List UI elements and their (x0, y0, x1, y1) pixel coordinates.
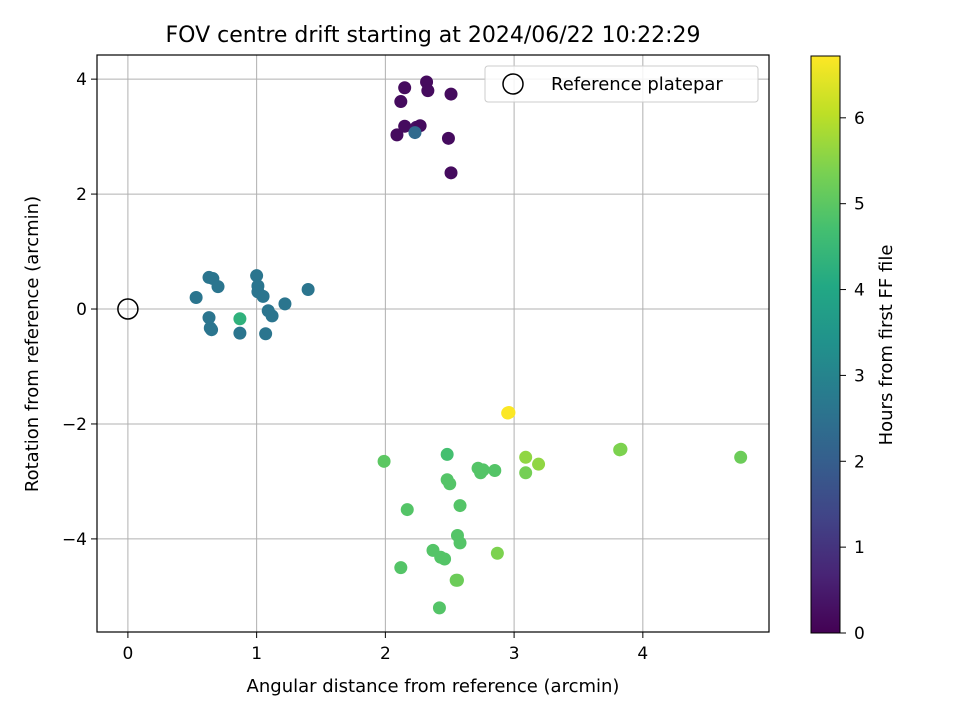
data-point (205, 323, 219, 337)
colorbar-tick-label: 3 (854, 366, 865, 386)
data-point (408, 126, 422, 140)
data-point (278, 297, 292, 311)
y-tick-label: −2 (62, 415, 87, 435)
colorbar-tick-label: 6 (854, 109, 865, 129)
data-point (432, 601, 446, 615)
x-tick-label: 3 (509, 644, 520, 664)
data-point (450, 573, 464, 587)
legend-reference-marker (502, 73, 524, 95)
y-tick-label: −4 (62, 530, 87, 550)
colorbar-tick-label: 0 (854, 624, 865, 644)
colorbar-tick-label: 4 (854, 281, 865, 301)
data-point (488, 464, 502, 478)
data-point (233, 326, 247, 340)
data-point (444, 166, 458, 180)
x-tick-label: 0 (122, 644, 133, 664)
colorbar-gradient (810, 55, 841, 634)
data-point (453, 536, 467, 550)
x-axis-ticks: 0 1 2 3 4 (122, 632, 648, 664)
data-points (117, 75, 748, 615)
data-point (265, 309, 279, 323)
data-point (440, 447, 454, 461)
y-tick-label: 4 (76, 70, 87, 90)
colorbar-label: Hours from first FF file (876, 245, 897, 446)
data-point (377, 454, 391, 468)
colorbar-tick-label: 1 (854, 538, 865, 558)
y-axis-ticks: −4 −2 0 2 4 (62, 70, 97, 550)
data-point (202, 311, 216, 325)
data-point (490, 546, 504, 560)
data-point (519, 450, 533, 464)
data-point (400, 503, 414, 517)
y-tick-label: 2 (76, 185, 87, 205)
data-point (390, 128, 404, 142)
data-point (421, 84, 435, 98)
data-point (256, 289, 270, 303)
data-point (444, 87, 458, 101)
x-axis-label: Angular distance from reference (arcmin) (247, 676, 620, 697)
data-point (250, 269, 264, 283)
data-point (211, 280, 225, 294)
data-point (394, 561, 408, 575)
data-point (189, 291, 203, 305)
data-point (502, 405, 516, 419)
x-tick-label: 4 (637, 644, 648, 664)
legend-label: Reference platepar (551, 74, 723, 95)
data-point (614, 442, 628, 456)
x-tick-label: 2 (380, 644, 391, 664)
data-point (438, 552, 452, 566)
data-point (476, 463, 490, 477)
legend-box (484, 65, 759, 103)
chart-title: FOV centre drift starting at 2024/06/22 … (166, 23, 701, 48)
data-point (259, 327, 273, 341)
colorbar: 0 1 2 3 4 5 6 Hours from first FF file (810, 55, 897, 644)
y-axis-label: Rotation from reference (arcmin) (22, 196, 43, 492)
data-point (398, 81, 412, 95)
colorbar-tick-label: 2 (854, 452, 865, 472)
data-point (532, 457, 546, 471)
data-point (441, 131, 455, 145)
data-point (398, 119, 412, 133)
reference-point-marker (117, 298, 139, 320)
data-point (394, 95, 408, 109)
data-point (443, 477, 457, 491)
colorbar-ticks: 0 1 2 3 4 5 6 (840, 109, 865, 644)
data-point (301, 282, 315, 296)
data-point (233, 312, 247, 326)
colorbar-tick-label: 5 (854, 195, 865, 215)
y-tick-label: 0 (76, 300, 87, 320)
x-tick-label: 1 (251, 644, 262, 664)
data-point (453, 499, 467, 513)
data-point (519, 466, 533, 480)
plot-area-frame (96, 54, 770, 633)
legend: Reference platepar (484, 65, 759, 103)
data-point (734, 450, 748, 464)
